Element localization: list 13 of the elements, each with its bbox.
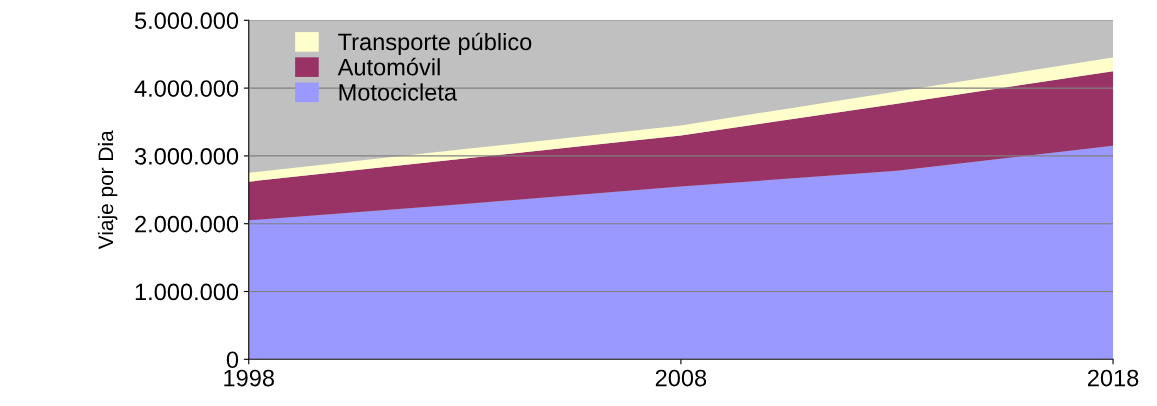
y-tick-label: 4.000.000 — [134, 80, 239, 97]
x-tick-label: 2018 — [1087, 369, 1139, 387]
y-tick-label: 2.000.000 — [135, 215, 239, 233]
legend-label: Automóvil — [337, 57, 440, 76]
x-tick-label: 1998 — [224, 369, 274, 387]
legend-label: Motocicleta — [339, 83, 458, 101]
y-tick-label: 0 — [226, 351, 239, 369]
y-axis-title: Viaje por Dia — [97, 130, 118, 250]
x-tick-label: 2008 — [655, 369, 707, 387]
legend-label: Transporte público — [338, 32, 532, 55]
y-tick-label: 5.000.000 — [134, 12, 239, 30]
y-tick-label: 3.000.000 — [134, 147, 239, 165]
y-tick-label: 1.000.000 — [135, 283, 239, 301]
